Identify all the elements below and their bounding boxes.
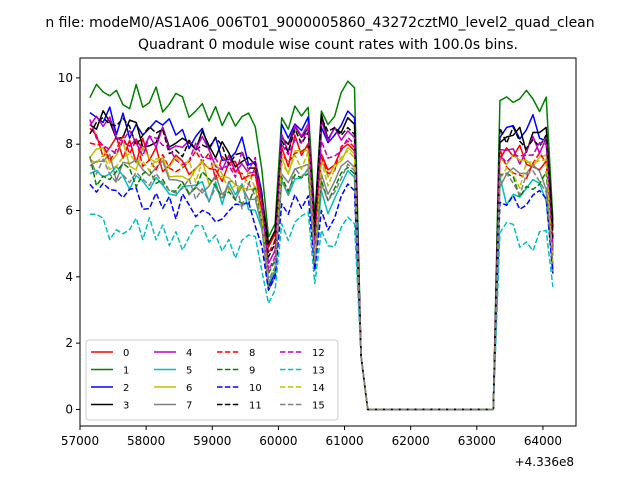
x-offset-label: +4.336e8 [515, 455, 574, 469]
legend-label-15: 15 [312, 401, 325, 412]
legend-label-0: 0 [123, 348, 129, 359]
legend-label-1: 1 [123, 366, 129, 377]
y-tick-label: 2 [65, 336, 73, 350]
plot-frame [79, 57, 577, 427]
legend-label-3: 3 [123, 401, 129, 412]
x-tick-label: 58000 [127, 434, 165, 448]
legend-label-7: 7 [186, 401, 192, 412]
chart-title-filename: n file: modeM0/AS1A06_006T01_9000005860_… [45, 15, 594, 31]
x-axis: 57000 58000 59000 60000 61000 62000 63000 64000 [61, 426, 562, 448]
legend-label-12: 12 [312, 348, 325, 359]
y-tick-label: 6 [65, 204, 73, 218]
x-tick-label: 57000 [61, 434, 99, 448]
legend-label-11: 11 [249, 401, 262, 412]
legend-label-10: 10 [249, 383, 262, 394]
x-tick-label: 59000 [193, 434, 231, 448]
y-tick-label: 10 [58, 71, 73, 85]
y-tick-label: 8 [65, 137, 73, 151]
legend-label-8: 8 [249, 348, 255, 359]
x-tick-label: 60000 [259, 434, 297, 448]
legend-label-4: 4 [186, 348, 192, 359]
y-axis: 0 2 4 6 8 10 [58, 71, 80, 416]
x-tick-label: 64000 [524, 434, 562, 448]
legend-label-14: 14 [312, 383, 325, 394]
series-line-8 [89, 135, 554, 411]
x-tick-label: 61000 [325, 434, 363, 448]
legend-label-5: 5 [186, 366, 192, 377]
legend-label-13: 13 [312, 366, 325, 377]
y-tick-label: 0 [65, 402, 73, 416]
y-tick-label: 4 [65, 270, 73, 284]
plot-lines [89, 80, 554, 411]
x-tick-label: 63000 [458, 434, 496, 448]
x-tick-label: 62000 [392, 434, 430, 448]
legend-box [85, 339, 339, 421]
legend-label-2: 2 [123, 383, 129, 394]
legend-label-6: 6 [186, 383, 192, 394]
chart-title: Quadrant 0 module wise count rates with … [138, 37, 518, 53]
legend-label-9: 9 [249, 366, 255, 377]
series-line-15 [89, 157, 554, 411]
